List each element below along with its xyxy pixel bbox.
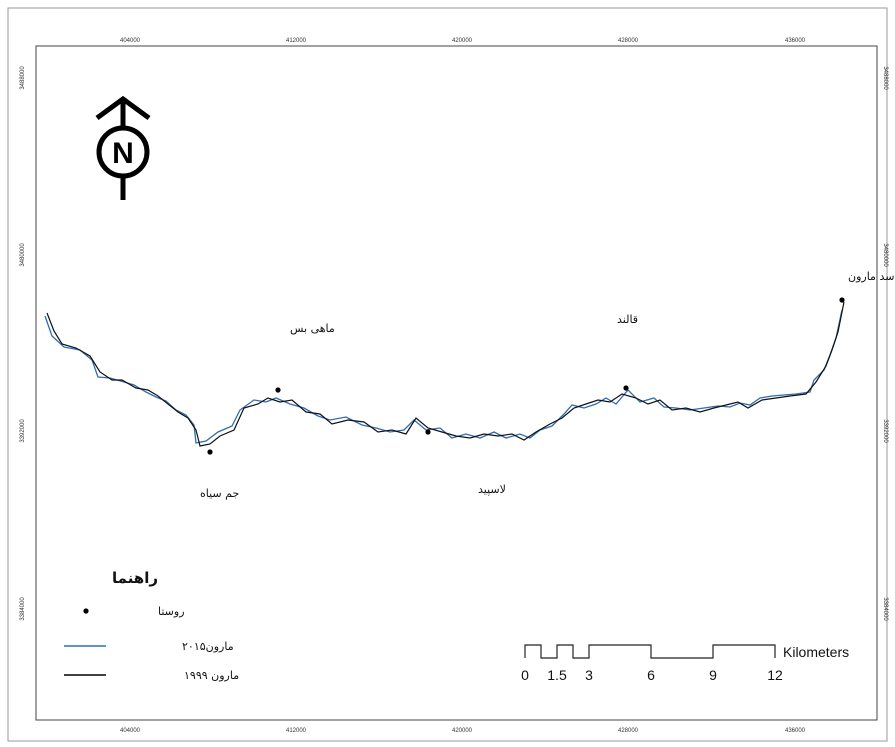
scale-label: 1.5 — [547, 667, 567, 683]
x-tick-label: 420000 — [452, 38, 473, 44]
x-tick-label: 436000 — [785, 728, 806, 734]
y-tick-label: 3488000 — [20, 66, 26, 90]
x-tick-label: 404000 — [120, 38, 141, 44]
y-tick-label: 3384000 — [882, 597, 888, 621]
x-ticks-bottom: 404000 412000 420000 428000 436000 — [120, 728, 806, 734]
village-point — [623, 385, 629, 391]
y-tick-label: 3384000 — [20, 597, 26, 621]
y-tick-label: 3488000 — [882, 66, 888, 90]
scale-label: 12 — [767, 667, 783, 683]
place-label: جم سیاه — [200, 487, 239, 500]
x-tick-label: 420000 — [452, 728, 473, 734]
scale-bar: 0 1.5 3 6 9 12 Kilometers — [521, 644, 849, 683]
place-label: ماهی بس — [290, 322, 335, 335]
village-point — [839, 297, 845, 303]
legend-item-label: مارون۲۰۱۵ — [182, 640, 234, 653]
village-point — [425, 429, 431, 435]
village-point — [207, 449, 213, 455]
north-letter: N — [112, 137, 134, 170]
north-arrow-icon: N — [95, 95, 151, 200]
place-label: لاسپید — [478, 483, 506, 496]
x-tick-label: 436000 — [785, 38, 806, 44]
x-tick-label: 412000 — [286, 728, 307, 734]
legend-title: راهنما — [112, 569, 158, 587]
place-label: سد مارون — [848, 270, 894, 283]
x-tick-label: 428000 — [618, 728, 639, 734]
map-frame — [35, 45, 878, 721]
x-tick-label: 412000 — [286, 38, 307, 44]
river-1999-line — [46, 301, 845, 447]
scale-label: 6 — [647, 667, 655, 683]
scale-bar-line — [524, 644, 776, 659]
y-tick-label: 3480000 — [882, 243, 888, 267]
legend-item-label: مارون ۱۹۹۹ — [184, 669, 239, 682]
scale-unit: Kilometers — [783, 644, 849, 660]
scale-label: 3 — [585, 667, 593, 683]
village-point — [275, 387, 281, 393]
y-ticks-left: 3488000 3480000 3392000 3384000 — [20, 66, 26, 621]
y-tick-label: 3392000 — [882, 419, 888, 443]
scale-label: 9 — [709, 667, 717, 683]
legend-item-label: روستا — [158, 605, 185, 618]
place-label: قالند — [617, 313, 638, 326]
y-tick-label: 3480000 — [20, 243, 26, 267]
village-points — [207, 297, 845, 455]
legend: راهنما روستا مارون۲۰۱۵ مارون ۱۹۹۹ — [64, 569, 239, 682]
scale-label: 0 — [521, 667, 529, 683]
x-tick-label: 404000 — [120, 728, 141, 734]
legend-point-symbol — [83, 608, 89, 614]
y-tick-label: 3392000 — [20, 419, 26, 443]
y-ticks-right: 3488000 3480000 3392000 3384000 — [882, 66, 888, 621]
x-tick-label: 428000 — [618, 38, 639, 44]
x-ticks-top: 404000 412000 420000 428000 436000 — [120, 38, 806, 44]
place-labels: سد مارون ماهی بس قالند جم سیاه لاسپید — [200, 270, 894, 500]
